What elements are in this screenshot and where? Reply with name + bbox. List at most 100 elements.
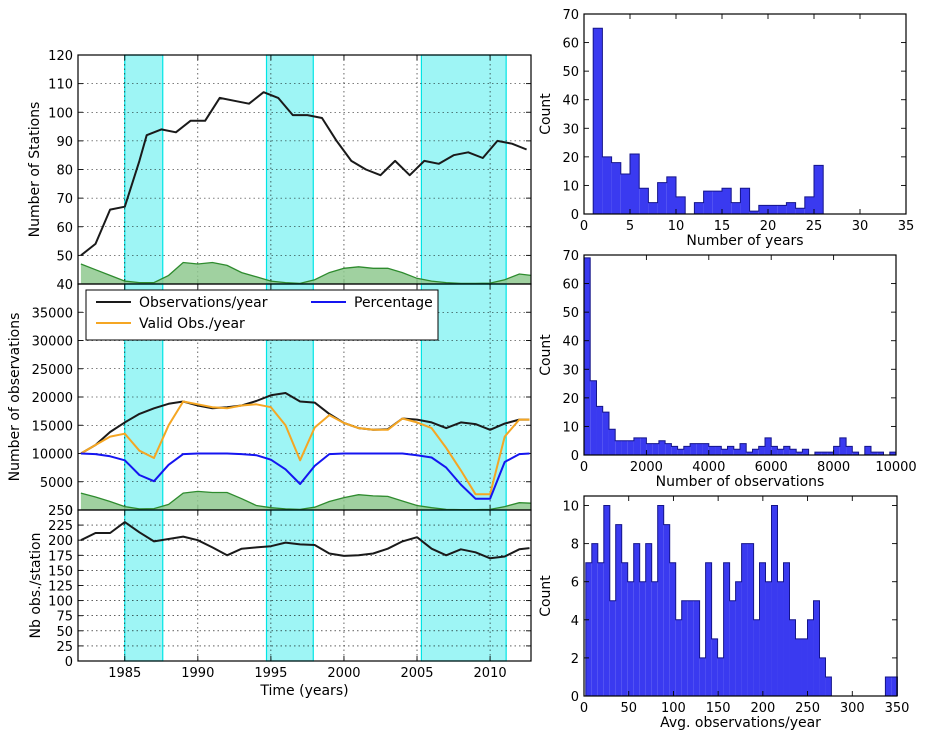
x-tick-label: 2000 <box>327 666 360 681</box>
histogram-outline <box>583 257 897 456</box>
histogram-bar <box>690 443 697 455</box>
histogram-bar <box>676 196 686 214</box>
x-tick-label: 8000 <box>817 460 850 475</box>
x-tick-label: 6000 <box>755 460 788 475</box>
y-tick-label: 250 <box>48 504 73 519</box>
y-tick-label: 50 <box>56 625 73 640</box>
x-tick-label: 35 <box>898 219 915 234</box>
plot-frame <box>77 509 532 662</box>
y-tick-label: 80 <box>56 164 73 179</box>
x-tick-label: 1990 <box>181 666 214 681</box>
histogram-bar <box>786 202 796 214</box>
histogram-bar <box>639 581 646 696</box>
stations-chart: 40 50 60 70 80 90 100 110 120 Number of Stations <box>27 49 532 293</box>
histogram-bar <box>593 28 603 214</box>
y-tick-label: 30 <box>562 363 579 378</box>
histogram-bar <box>764 437 772 455</box>
x-tick-label: 25 <box>806 219 823 234</box>
histogram-bar <box>717 657 724 696</box>
histogram-bar <box>683 446 691 455</box>
histogram-outline <box>585 505 898 697</box>
x-tick-label: 10000 <box>875 460 916 475</box>
y-tick-label: 70 <box>56 192 73 207</box>
histogram-bar <box>741 543 748 696</box>
y-tick-label: 75 <box>56 610 73 625</box>
histogram-bar <box>621 562 628 696</box>
histogram-bar <box>708 446 716 455</box>
histogram-bar <box>609 600 616 696</box>
y-tick-label: 10 <box>562 179 579 194</box>
y-tick-label: 70 <box>562 8 579 23</box>
y-tick-label: 25 <box>56 640 73 655</box>
histogram-bar <box>615 440 622 455</box>
histogram-bar <box>658 440 666 455</box>
histogram-bar <box>807 619 814 696</box>
histogram-bar <box>590 380 597 455</box>
x-tick-label: 1985 <box>108 666 141 681</box>
histogram-bar <box>652 443 659 455</box>
y-tick-label: 30 <box>562 122 579 137</box>
histogram-bar <box>620 174 630 214</box>
histogram-bar <box>891 676 898 696</box>
y-axis-title: Count <box>538 575 554 617</box>
x-tick-label: 2005 <box>400 666 433 681</box>
histogram-bar <box>740 188 750 214</box>
histogram-bar <box>758 205 768 214</box>
y-axis-title: Count <box>538 334 554 376</box>
histogram-bar <box>801 638 808 696</box>
observations-chart: 0 5000 10000 15000 20000 25000 30000 35000 Numbe… <box>7 283 532 519</box>
histogram-bar <box>640 437 647 455</box>
y-tick-label: 20000 <box>32 391 73 406</box>
histogram-bar <box>729 600 736 696</box>
x-tick-label: 250 <box>795 701 820 716</box>
y-tick-label: 40 <box>562 94 579 109</box>
histogram-bar <box>705 562 712 696</box>
y-tick-label: 40 <box>56 278 73 293</box>
shaded-period <box>124 509 164 662</box>
hist_observations-chart: 0 10 20 30 40 50 60 70 0 2000 4000 6000 8000 10000 Num… <box>538 249 917 490</box>
histogram-bar <box>639 188 649 214</box>
y-tick-label: 4 <box>571 614 579 629</box>
y-tick-label: 40 <box>562 335 579 350</box>
x-tick-label: 100 <box>661 701 686 716</box>
histogram-bar <box>615 524 622 696</box>
histogram-bar <box>608 429 616 455</box>
legend-label: Valid Obs./year <box>139 316 245 332</box>
y-axis-title: Number of observations <box>7 313 23 482</box>
histogram-bar <box>783 562 790 696</box>
histogram-bar <box>839 437 847 455</box>
histogram-bar <box>712 191 722 214</box>
histogram-bar <box>735 581 742 696</box>
x-tick-label: 200 <box>750 701 775 716</box>
legend: Observations/year Valid Obs./year Percenta… <box>85 289 439 341</box>
histogram-bar <box>819 657 826 696</box>
histogram-bar <box>825 676 832 696</box>
histogram-bar <box>852 452 859 455</box>
histogram-bar <box>627 440 634 455</box>
histogram-bar <box>671 446 678 455</box>
y-tick-label: 20 <box>562 151 579 166</box>
histogram-outline <box>592 27 824 215</box>
histogram-bar <box>633 437 641 455</box>
histogram-bar <box>733 449 740 455</box>
histogram-bar <box>727 446 734 455</box>
y-tick-label: 30000 <box>32 335 73 350</box>
histogram-bar <box>657 505 664 696</box>
y-tick-label: 10 <box>562 500 579 515</box>
y-tick-label: 50 <box>562 306 579 321</box>
x-tick-label: 2010 <box>474 666 507 681</box>
y-tick-label: 0 <box>571 690 579 705</box>
y-tick-label: 100 <box>48 106 73 121</box>
histogram-bar <box>731 202 741 214</box>
y-axis-title: Number of Stations <box>27 102 43 238</box>
y-tick-label: 35000 <box>32 306 73 321</box>
histogram-bar <box>630 154 640 214</box>
green-area-fill <box>80 491 532 510</box>
y-tick-label: 70 <box>562 249 579 264</box>
x-axis-title: Number of years <box>686 233 803 249</box>
x-tick-label: 1995 <box>254 666 287 681</box>
histogram-bar <box>584 257 591 455</box>
y-tick-label: 2 <box>571 652 579 667</box>
histogram-bar <box>596 406 603 455</box>
x-tick-label: 0 <box>580 219 588 234</box>
